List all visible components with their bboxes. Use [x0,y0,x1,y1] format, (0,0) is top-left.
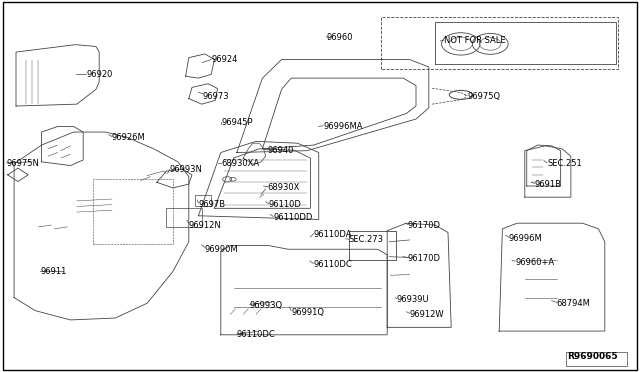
Text: 96993N: 96993N [170,165,202,174]
Bar [166,208,202,227]
Text: 96996M: 96996M [509,234,543,243]
Bar [566,352,627,366]
Text: SEC.251: SEC.251 [547,159,582,168]
Text: 68930X: 68930X [268,183,300,192]
Text: 9697B: 9697B [198,200,225,209]
Text: 96940: 96940 [268,146,294,155]
Text: 96975Q: 96975Q [467,92,500,101]
Text: 96170D: 96170D [408,221,441,230]
Text: 96939U: 96939U [397,295,429,304]
Text: 96991Q: 96991Q [291,308,324,317]
Text: SEC.273: SEC.273 [349,235,384,244]
Text: 96110DD: 96110DD [273,213,313,222]
Text: 96975N: 96975N [6,159,39,168]
Text: 96924: 96924 [211,55,237,64]
Text: 68930XA: 68930XA [221,159,260,168]
Text: 96110DC: 96110DC [314,260,353,269]
Text: 96926M: 96926M [112,133,146,142]
Text: 96110DC: 96110DC [237,330,276,339]
Text: NOT FOR SALE: NOT FOR SALE [444,36,505,45]
Text: 96973: 96973 [203,92,230,101]
Text: 96990M: 96990M [205,245,239,254]
Text: 96911: 96911 [40,267,67,276]
Text: 96960: 96960 [326,33,353,42]
Text: 68794M: 68794M [557,299,591,308]
Text: 96912W: 96912W [410,310,444,319]
Text: 96960+A: 96960+A [515,258,554,267]
Text: 96996MA: 96996MA [323,122,363,131]
Text: R9690065: R9690065 [567,352,618,361]
Text: 96993Q: 96993Q [250,301,283,310]
Bar [195,195,211,206]
Text: 96920: 96920 [86,70,113,79]
Text: 96170D: 96170D [408,254,441,263]
Text: 96110D: 96110D [269,200,301,209]
Text: 9691B: 9691B [534,180,561,189]
Text: 96110DA: 96110DA [314,230,352,239]
Text: 96912N: 96912N [189,221,221,230]
Text: 96945P: 96945P [221,118,253,127]
